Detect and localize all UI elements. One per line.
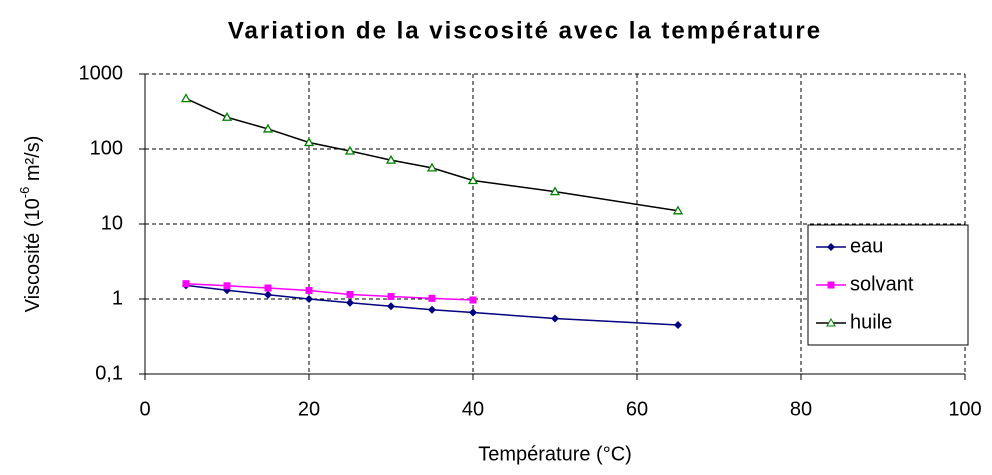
x-tick-label: 80 [790, 398, 812, 420]
point [674, 321, 682, 330]
point [344, 145, 356, 155]
y-axis-label: Viscosité (10-6 m²/s) [17, 136, 44, 313]
point [469, 296, 477, 304]
legend-marker [827, 281, 835, 289]
x-axis-label: Température (°C) [478, 443, 632, 465]
y-tick-label: 1 [112, 287, 123, 309]
legend-marker [827, 243, 835, 251]
series-line [185, 284, 679, 326]
point [385, 154, 397, 164]
legend-label: solvant [850, 273, 914, 295]
y-axis-label-unit: m²/s) [22, 136, 44, 187]
y-tick-label: 0,1 [95, 362, 123, 384]
series-line [185, 97, 679, 212]
x-tick-label: 0 [139, 398, 150, 420]
point [469, 308, 477, 317]
y-tick-label: 1000 [79, 62, 124, 84]
point [346, 290, 354, 298]
point [387, 302, 395, 311]
y-axis-label-text: Viscosité (10 [22, 198, 44, 312]
y-tick-label: 100 [90, 137, 123, 159]
point [264, 290, 272, 299]
point [549, 186, 561, 196]
point [426, 162, 438, 172]
point [467, 175, 479, 185]
y-axis-label-exponent: -6 [17, 187, 32, 199]
chart-title: Variation de la viscosité avec la tempér… [228, 17, 822, 44]
y-tick-label: 10 [101, 212, 123, 234]
point [305, 286, 313, 294]
legend-label: eau [850, 235, 883, 257]
x-tick-label: 20 [298, 398, 320, 420]
point [180, 93, 192, 103]
series-line [185, 282, 474, 301]
point [182, 280, 190, 288]
x-tick-label: 100 [948, 398, 981, 420]
x-tick-label: 60 [626, 398, 648, 420]
point [223, 282, 231, 290]
point [303, 137, 315, 147]
point [428, 294, 436, 302]
x-tick-label: 40 [462, 398, 484, 420]
point [551, 314, 559, 323]
legend-label: huile [850, 311, 892, 333]
point [346, 298, 354, 307]
point [221, 111, 233, 121]
point [387, 292, 395, 300]
point [264, 284, 272, 292]
point [262, 123, 274, 133]
point [672, 205, 684, 215]
legend-marker [826, 317, 836, 327]
point [305, 295, 313, 303]
point [428, 305, 436, 314]
